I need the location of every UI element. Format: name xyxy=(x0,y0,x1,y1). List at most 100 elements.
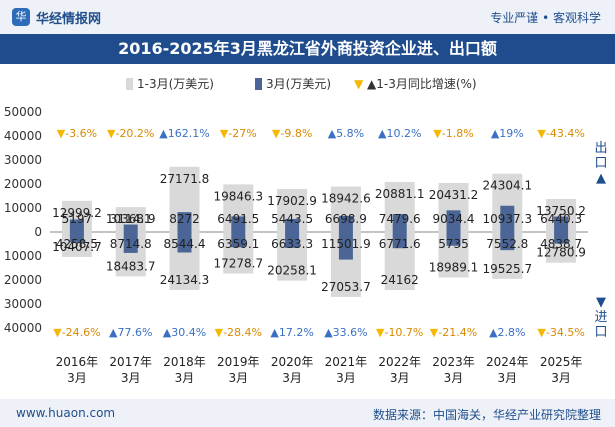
label-import-cumulative: 18483.7 xyxy=(106,259,156,273)
growth-import-label: ▲17.2% xyxy=(270,326,313,339)
footer-url[interactable]: www.huaon.com xyxy=(16,406,116,420)
bar-export-monthly xyxy=(338,215,353,232)
label-export-cumulative: 20431.2 xyxy=(429,188,479,202)
label-import-monthly: 6359.1 xyxy=(217,237,259,251)
label-export-cumulative: 19846.3 xyxy=(213,189,263,203)
bar-export-monthly xyxy=(554,216,569,232)
growth-export-label: ▼-27% xyxy=(220,127,257,140)
label-export-cumulative: 17902.9 xyxy=(267,194,317,208)
label-export-cumulative: 10368.9 xyxy=(106,212,156,226)
growth-export-label: ▲5.8% xyxy=(328,127,364,140)
label-import-monthly: 4838.7 xyxy=(540,237,582,251)
brand-logo-icon: 华 xyxy=(12,8,30,26)
label-export-monthly: 6491.5 xyxy=(217,212,259,226)
growth-import-label: ▼-10.7% xyxy=(376,326,423,339)
label-export-monthly: 9034.4 xyxy=(433,212,475,226)
bar-export-monthly xyxy=(123,224,138,232)
growth-import-label: ▼-24.6% xyxy=(53,326,100,339)
label-import-cumulative: 24134.3 xyxy=(160,273,210,287)
label-import-cumulative: 19525.7 xyxy=(482,262,532,276)
label-export-monthly: 5197 xyxy=(62,212,93,226)
label-export-cumulative: 18942.6 xyxy=(321,192,371,206)
growth-labels: ▼-3.6% ▼-24.6% ▼-20.2% ▲77.6% ▲162.1% ▲30.4% ▼… xyxy=(53,127,585,339)
label-export-monthly: 10937.3 xyxy=(482,212,532,226)
label-import-cumulative: 24162 xyxy=(381,273,419,287)
label-import-monthly: 8544.4 xyxy=(164,237,206,251)
label-import-monthly: 5735 xyxy=(438,237,469,251)
x-tick-label: 2016年 3月 xyxy=(56,355,99,385)
side-label-import: ▼进口 xyxy=(594,295,607,340)
x-tick-label: 2017年 3月 xyxy=(109,355,152,385)
label-export-monthly: 5443.5 xyxy=(271,212,313,226)
x-tick-label: 2024年 3月 xyxy=(486,355,529,385)
chart-title: 2016-2025年3月黑龙江省外商投资企业进、出口额 xyxy=(0,34,615,64)
footer: www.huaon.com 数据来源：中国海关，华经产业研究院整理 xyxy=(0,399,615,427)
x-tick-label: 2022年 3月 xyxy=(378,355,421,385)
label-export-cumulative: 24304.1 xyxy=(482,179,532,193)
label-import-monthly: 8714.8 xyxy=(110,237,152,251)
label-import-cumulative: 20258.1 xyxy=(267,264,317,278)
legend-swatch-monthly xyxy=(255,78,262,90)
growth-export-label: ▼-1.8% xyxy=(433,127,473,140)
legend-label-growth: ▲1-3月同比增速(%) xyxy=(367,77,477,91)
growth-import-label: ▲33.6% xyxy=(324,326,367,339)
growth-export-label: ▲19% xyxy=(491,127,524,140)
y-tick-label: 10000 xyxy=(4,249,42,263)
label-export-cumulative: 27171.8 xyxy=(160,172,210,186)
header-bar: 华 华经情报网 专业严谨 • 客观科学 xyxy=(0,0,615,34)
label-import-monthly: 7552.8 xyxy=(486,237,528,251)
bar-import-monthly xyxy=(338,232,353,260)
growth-export-label: ▲162.1% xyxy=(159,127,209,140)
y-axis: 50000 40000 30000 20000 10000 0 10000 20000 3000… xyxy=(4,105,588,335)
side-labels: 出口▲ ▼进口 xyxy=(594,141,607,340)
label-export-cumulative: 20881.1 xyxy=(375,187,425,201)
bar-import-monthly xyxy=(69,232,84,243)
legend-label-cumulative: 1-3月(万美元) xyxy=(137,77,214,91)
footer-source: 数据来源：中国海关，华经产业研究院整理 xyxy=(372,408,601,422)
bar-import-monthly xyxy=(285,232,300,248)
x-axis: 2016年 3月 2017年 3月 2018年 3月 2019年 3月 2020年 3月 2021年… xyxy=(56,355,583,385)
brand-name: 华经情报网 xyxy=(36,12,102,27)
y-tick-label: 40000 xyxy=(4,321,42,335)
growth-export-label: ▼-20.2% xyxy=(107,127,154,140)
growth-export-label: ▼-3.6% xyxy=(57,127,97,140)
bar-export-monthly xyxy=(177,212,192,232)
label-export-monthly: 3114.1 xyxy=(110,212,152,226)
growth-import-label: ▲77.6% xyxy=(109,326,152,339)
label-export-monthly: 7479.6 xyxy=(379,212,421,226)
bar-export-monthly xyxy=(446,210,461,232)
y-tick-label: 10000 xyxy=(4,201,42,215)
label-import-monthly: 11501.9 xyxy=(321,237,371,251)
growth-import-label: ▼-28.4% xyxy=(215,326,262,339)
bar-import-monthly xyxy=(123,232,138,253)
legend-label-monthly: 3月(万美元) xyxy=(266,77,331,91)
x-tick-label: 2019年 3月 xyxy=(217,355,260,385)
label-import-monthly: 4258.5 xyxy=(56,237,98,251)
label-import-cumulative: 27053.7 xyxy=(321,280,371,294)
growth-import-label: ▲30.4% xyxy=(163,326,206,339)
label-export-cumulative: 12999.2 xyxy=(52,206,102,220)
bar-import-monthly xyxy=(554,232,569,244)
x-tick-label: 2023年 3月 xyxy=(432,355,475,385)
label-export-monthly: 6440.3 xyxy=(540,212,582,226)
bar-export-monthly xyxy=(392,214,407,232)
growth-import-label: ▼-34.5% xyxy=(537,326,584,339)
x-tick-label: 2025年 3月 xyxy=(540,355,583,385)
y-tick-label: 0 xyxy=(34,225,42,239)
bar-export-monthly xyxy=(500,205,515,232)
x-tick-label: 2020年 3月 xyxy=(271,355,314,385)
label-export-monthly: 8272 xyxy=(169,212,200,226)
growth-import-label: ▼-21.4% xyxy=(430,326,477,339)
bar-import-monthly xyxy=(446,232,461,246)
bar-export-monthly xyxy=(69,219,84,232)
bar-import-monthly xyxy=(392,232,407,249)
legend-marker-down: ▼ xyxy=(354,77,364,91)
growth-import-label: ▲2.8% xyxy=(489,326,525,339)
y-tick-label: 50000 xyxy=(4,105,42,119)
x-tick-label: 2018年 3月 xyxy=(163,355,206,385)
bar-import-monthly xyxy=(500,232,515,251)
legend-swatch-cumulative xyxy=(126,78,133,90)
bars xyxy=(61,166,577,297)
